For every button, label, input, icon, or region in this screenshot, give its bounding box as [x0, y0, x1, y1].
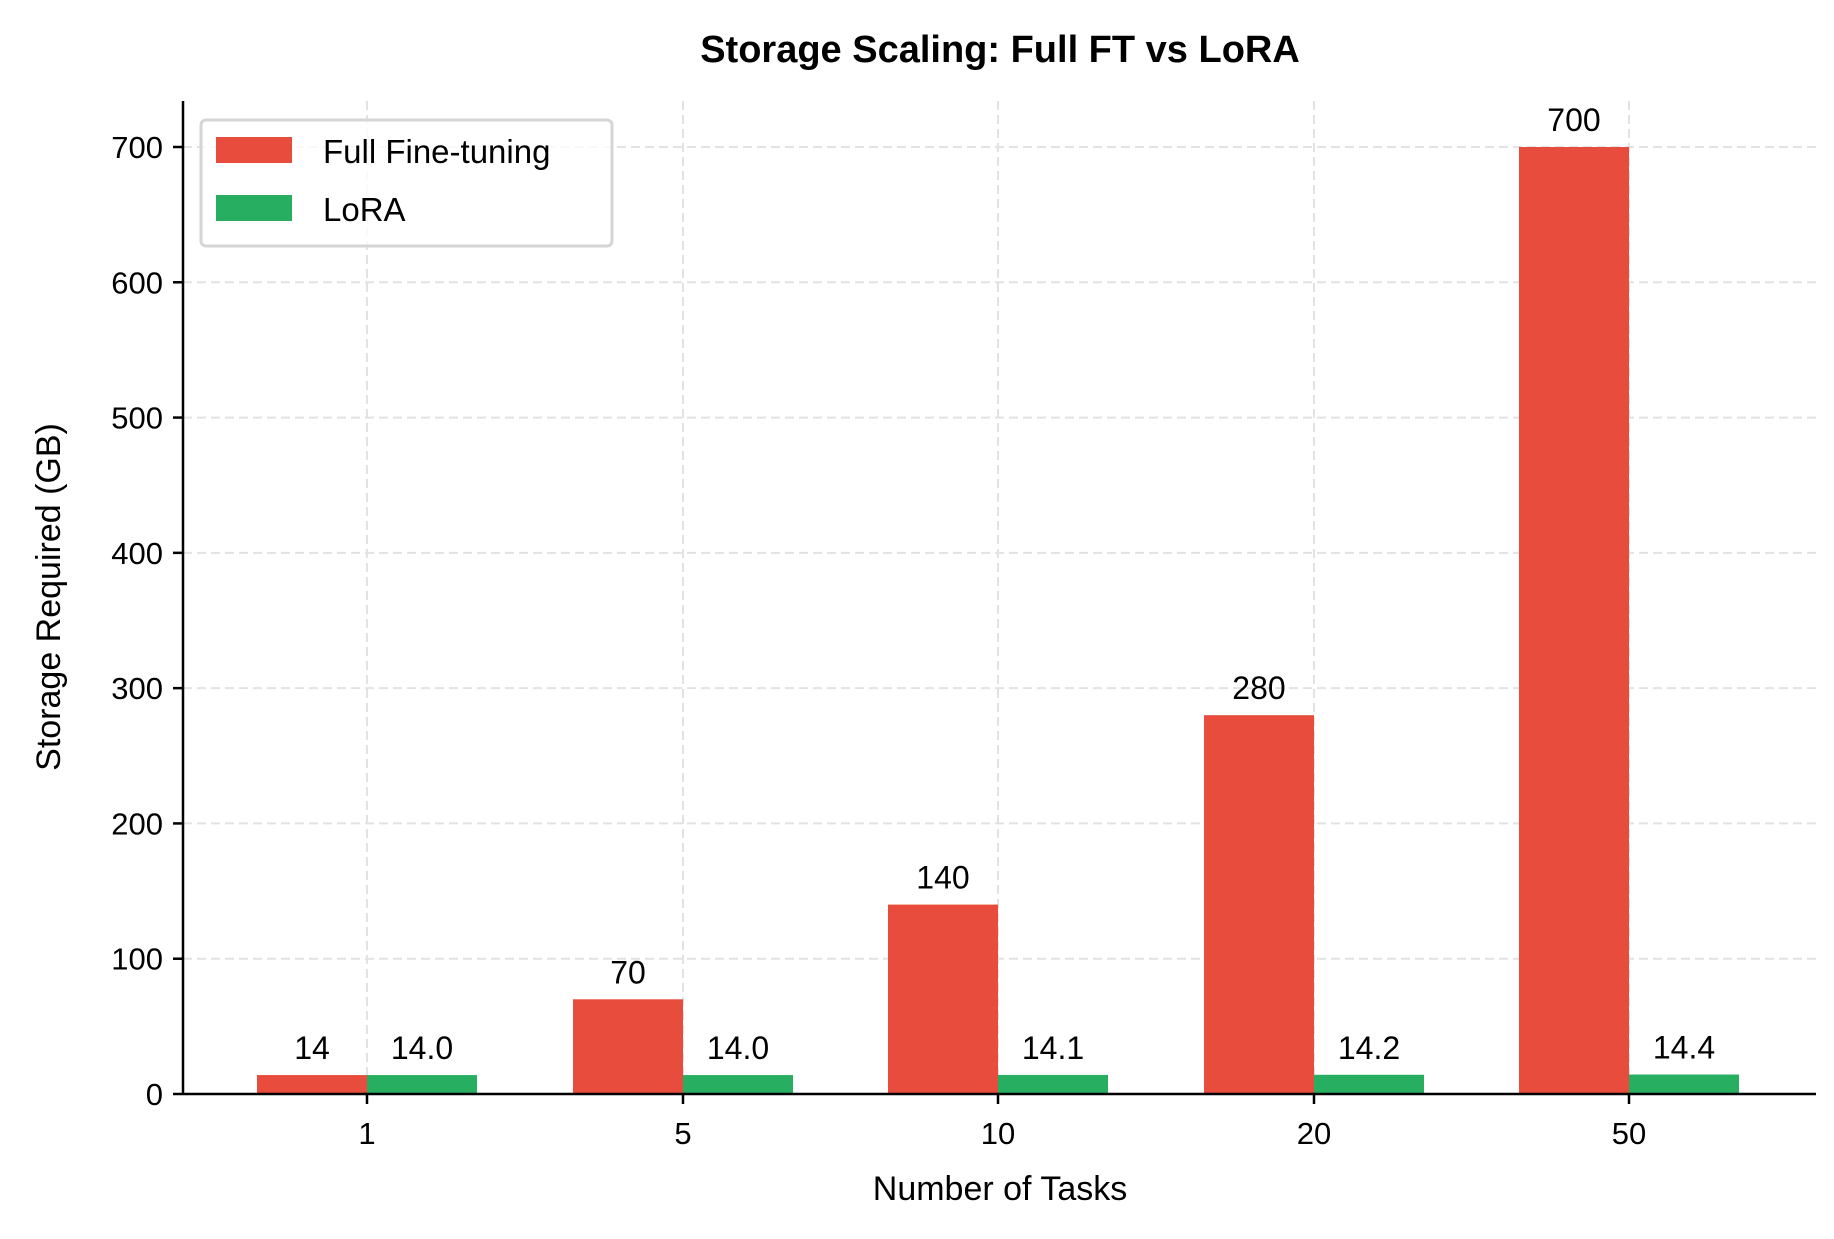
- data-label: 14.0: [707, 1030, 769, 1066]
- data-label: 140: [916, 860, 969, 896]
- data-label: 280: [1232, 670, 1285, 706]
- bar-full-ft: [573, 999, 683, 1094]
- y-tick-label: 400: [111, 536, 163, 571]
- bar-lora: [998, 1074, 1108, 1094]
- legend-swatch-full-ft: [216, 137, 292, 163]
- bar-labels: 14 70 140 280 700 14.0 14.0 14.1 14.2 14.4: [294, 102, 1715, 1066]
- y-tick-label: 600: [111, 265, 163, 300]
- legend-label-lora: LoRA: [323, 191, 406, 228]
- bar-lora: [1629, 1074, 1739, 1094]
- axes: 0 100 200 300 400 500 600 700 1 5 10 20 50: [111, 101, 1816, 1151]
- y-tick-label: 500: [111, 401, 163, 436]
- bar-lora: [1314, 1074, 1424, 1094]
- data-label: 700: [1547, 102, 1600, 138]
- data-label: 14.0: [391, 1030, 453, 1066]
- x-tick-label: 10: [981, 1116, 1015, 1151]
- legend-label-full-ft: Full Fine-tuning: [323, 133, 550, 170]
- data-label: 14.4: [1653, 1030, 1715, 1066]
- bar-lora: [367, 1075, 477, 1094]
- chart-title: Storage Scaling: Full FT vs LoRA: [700, 29, 1300, 71]
- x-tick-label: 50: [1612, 1116, 1646, 1151]
- legend-swatch-lora: [216, 195, 292, 221]
- bar-full-ft: [1204, 715, 1314, 1094]
- x-tick-label: 5: [674, 1116, 691, 1151]
- y-tick-label: 700: [111, 130, 163, 165]
- bar-lora: [683, 1075, 793, 1094]
- data-label: 14.1: [1022, 1030, 1084, 1066]
- y-tick-label: 100: [111, 942, 163, 977]
- bars: [257, 147, 1739, 1094]
- x-tick-label: 1: [358, 1116, 375, 1151]
- x-tick-label: 20: [1297, 1116, 1331, 1151]
- y-tick-label: 0: [146, 1077, 163, 1112]
- bar-full-ft: [1519, 147, 1629, 1094]
- bar-full-ft: [888, 904, 998, 1094]
- data-label: 14: [294, 1030, 330, 1066]
- bar-full-ft: [257, 1075, 367, 1094]
- y-tick-label: 300: [111, 671, 163, 706]
- legend-frame: [199, 118, 614, 248]
- y-tick-label: 200: [111, 806, 163, 841]
- data-label: 70: [610, 954, 646, 990]
- x-axis-label: Number of Tasks: [873, 1170, 1127, 1208]
- data-label: 14.2: [1338, 1030, 1400, 1066]
- y-axis-label: Storage Required (GB): [30, 423, 68, 771]
- legend: Full Fine-tuning LoRA: [199, 118, 614, 248]
